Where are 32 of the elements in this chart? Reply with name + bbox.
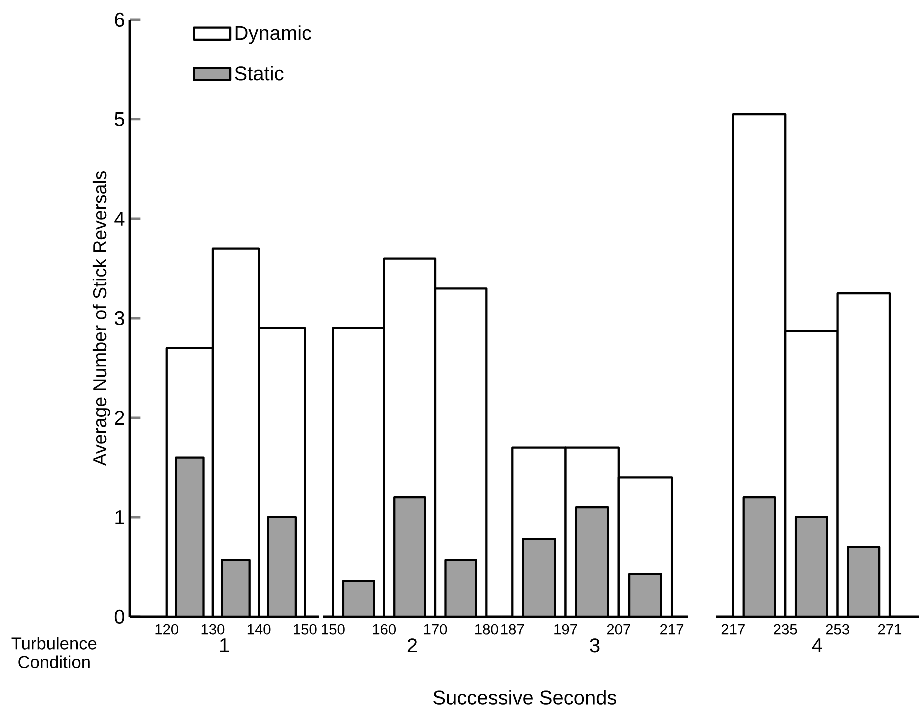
x-tick-label: 207 — [607, 624, 630, 635]
x-tick-label: 187 — [502, 624, 524, 635]
y-axis-title: Average Number of Stick Reversals — [92, 172, 110, 466]
x-tick-label: 197 — [554, 624, 578, 635]
x-tick-label: 253 — [826, 624, 850, 635]
x-tick-label: 150 — [322, 624, 345, 635]
x-tick-label: 130 — [202, 624, 225, 635]
x-tick-label: 271 — [878, 624, 902, 635]
legend-label: Dynamic — [236, 26, 312, 44]
x-tick-label: 217 — [722, 624, 745, 635]
y-tick-label: 4 — [114, 212, 125, 226]
x-axis-title: 2 — [408, 638, 418, 653]
x-tick-label: 120 — [156, 624, 179, 635]
text: Successive Seconds — [434, 690, 616, 705]
text: Turbulence Condition — [12, 637, 97, 668]
x-axis-title: 1 — [220, 638, 230, 652]
x-tick-label: 217 — [660, 624, 684, 635]
x-axis-title: 4 — [812, 638, 822, 652]
y-tick-label: 6 — [115, 12, 124, 28]
x-tick-label: 235 — [774, 624, 798, 635]
y-tick-label: 1 — [116, 510, 124, 524]
x-tick-label: 140 — [248, 624, 271, 635]
y-tick-label: 5 — [114, 112, 124, 126]
y-tick-label: 0 — [114, 610, 124, 624]
x-tick-label: 160 — [373, 624, 396, 635]
y-tick-label: 2 — [115, 411, 124, 425]
y-tick-label: 3 — [114, 311, 124, 326]
x-tick-label: 180 — [476, 624, 498, 635]
legend-label: Static — [235, 66, 284, 81]
x-tick-label: 170 — [424, 624, 448, 635]
x-tick-label: 150 — [294, 624, 317, 635]
x-axis-title: 3 — [590, 638, 600, 653]
